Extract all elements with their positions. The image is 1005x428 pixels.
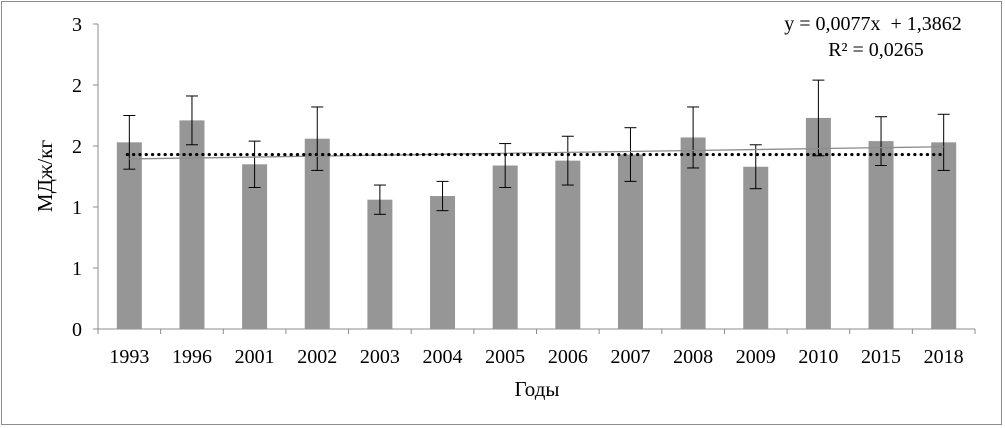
x-tick-label: 1993 — [109, 346, 149, 368]
bar — [931, 142, 957, 329]
axes — [97, 24, 975, 330]
bar — [743, 166, 769, 329]
bar — [430, 196, 456, 329]
y-tick-label: 3 — [72, 14, 82, 36]
y-tick-label: 1 — [72, 197, 82, 219]
y-axis-title: МДж/кг — [33, 140, 57, 213]
x-tick-label: 2007 — [610, 346, 650, 368]
bar — [179, 120, 205, 329]
bar — [555, 160, 581, 329]
x-tick-label: 2018 — [924, 346, 964, 368]
x-tick-label: 2009 — [736, 346, 776, 368]
trendline-equation: y = 0,0077x + 1,3862 — [784, 13, 962, 35]
bar — [242, 164, 268, 329]
x-tick-label: 2008 — [673, 346, 713, 368]
x-tick-label: 2004 — [423, 346, 463, 368]
x-tick-label: 2005 — [485, 346, 525, 368]
bar — [868, 141, 894, 329]
trendline-r-squared: R² = 0,0265 — [828, 39, 924, 61]
bar — [116, 142, 142, 329]
y-tick-label: 2 — [72, 75, 82, 97]
x-tick-label: 2001 — [235, 346, 275, 368]
bar — [680, 137, 706, 329]
y-tick-label: 0 — [72, 319, 82, 341]
x-tick-label: 2002 — [297, 346, 337, 368]
y-tick-label: 1 — [72, 258, 82, 280]
trendline — [129, 146, 944, 160]
x-tick-label: 2003 — [360, 346, 400, 368]
x-tick-label: 1996 — [172, 346, 212, 368]
bar — [367, 199, 393, 329]
ticks: 0 1 1 2 2 3 1993 1996 2001 2002 2003 2004 2005 2006 20… — [72, 14, 976, 368]
x-tick-label: 2006 — [548, 346, 588, 368]
lines — [125, 146, 948, 160]
x-tick-label: 2010 — [798, 346, 838, 368]
x-tick-label: 2015 — [861, 346, 901, 368]
x-axis-title: Годы — [515, 377, 560, 401]
bar — [492, 165, 518, 329]
bars — [116, 79, 957, 329]
bar — [617, 154, 643, 329]
y-tick-label: 2 — [72, 136, 82, 158]
